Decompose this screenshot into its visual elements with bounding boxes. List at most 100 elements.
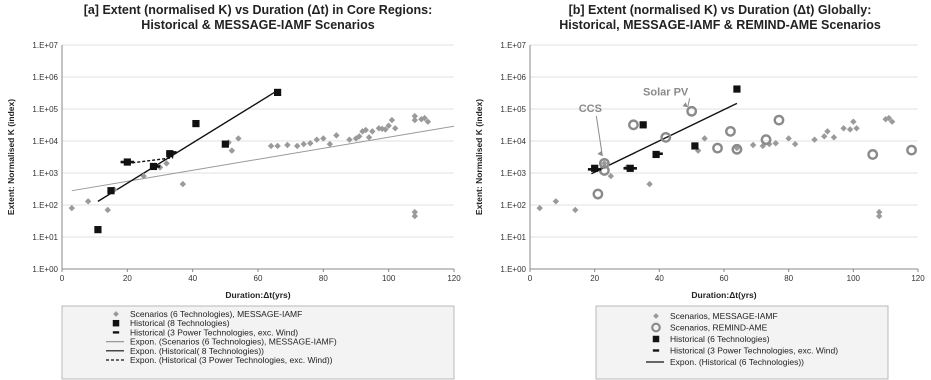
y-tick-label: 1.E+01 xyxy=(32,233,58,242)
data-point xyxy=(701,135,708,142)
data-point xyxy=(876,212,883,220)
legend-label: Expon. (Historical( 8 Technologies)) xyxy=(130,346,264,356)
legend-symbol xyxy=(112,319,120,327)
x-tick-label: 0 xyxy=(60,274,65,283)
legend-symbol xyxy=(652,349,660,352)
data-point xyxy=(830,134,838,141)
data-point xyxy=(192,119,200,128)
trend-line xyxy=(71,125,455,192)
data-point xyxy=(572,206,579,214)
y-tick-label: 1.E+03 xyxy=(500,169,526,178)
data-point xyxy=(760,134,772,146)
legend-label: Expon. (Historical (3 Power Technologies… xyxy=(130,355,333,365)
data-point xyxy=(607,172,615,180)
data-point xyxy=(850,118,857,125)
legend-item: Historical (3 Power Technologies, exc. W… xyxy=(112,327,298,337)
y-tick-label: 1.E+05 xyxy=(500,105,526,114)
data-point xyxy=(346,136,353,143)
y-tick-label: 1.E+04 xyxy=(32,137,58,146)
data-point xyxy=(284,141,291,149)
data-point xyxy=(320,135,327,142)
annotation-arrowhead xyxy=(597,151,603,157)
legend-symbol xyxy=(651,322,661,333)
data-point xyxy=(424,118,432,125)
data-point xyxy=(107,187,115,195)
data-point xyxy=(313,136,320,143)
data-point xyxy=(623,167,631,170)
y-tick-label: 1.E+00 xyxy=(32,265,58,274)
plot-area xyxy=(68,88,455,234)
data-point xyxy=(766,140,773,148)
data-point xyxy=(552,198,560,205)
plot-area xyxy=(536,85,917,220)
data-point xyxy=(235,135,242,142)
x-tick-label: 60 xyxy=(254,274,263,283)
legend-symbol xyxy=(112,331,120,334)
data-point xyxy=(660,131,672,143)
legend-box xyxy=(595,305,889,380)
legend-label: Expon. (Scenarios (6 Technologies), MESS… xyxy=(130,337,337,347)
legend-label: Historical (6 Technologies) xyxy=(670,334,770,344)
data-point xyxy=(169,151,177,154)
annotation-arrow xyxy=(687,98,691,108)
data-point xyxy=(629,167,637,170)
data-point xyxy=(876,208,883,216)
data-point xyxy=(686,105,698,117)
data-point xyxy=(598,157,610,169)
data-point xyxy=(885,114,893,122)
y-axis-label: Extent: Normalised K (index) xyxy=(6,99,16,215)
data-point xyxy=(646,180,653,188)
data-point xyxy=(362,126,369,134)
data-point xyxy=(773,114,785,126)
data-point xyxy=(221,140,229,148)
x-tick-label: 0 xyxy=(528,274,533,283)
data-point xyxy=(733,85,741,93)
trend-line xyxy=(127,157,174,165)
data-point xyxy=(94,226,102,234)
legend-label: Expon. (Historical (6 Technologies)) xyxy=(670,357,804,367)
x-tick-label: 40 xyxy=(188,274,197,283)
legend-label: Historical (8 Technologies) xyxy=(130,318,230,328)
data-point xyxy=(725,125,736,137)
data-point xyxy=(824,128,831,135)
x-tick-label: 80 xyxy=(319,274,328,283)
data-point xyxy=(411,212,418,220)
data-point xyxy=(365,134,373,141)
data-point xyxy=(694,147,702,154)
data-point xyxy=(68,204,75,212)
data-point xyxy=(628,119,639,131)
data-point xyxy=(333,132,340,139)
legend-item: Expon. (Historical (6 Technologies)) xyxy=(646,357,804,367)
x-tick-label: 80 xyxy=(784,274,793,283)
data-point xyxy=(179,180,187,188)
data-point xyxy=(388,116,396,124)
data-point xyxy=(153,165,161,168)
annotation-label: CCS xyxy=(579,103,602,115)
data-point xyxy=(846,126,854,133)
data-point xyxy=(127,160,135,164)
y-tick-label: 1.E+03 xyxy=(32,169,58,178)
legend-item: Historical (6 Technologies) xyxy=(652,334,770,344)
trend-line xyxy=(97,89,278,202)
data-series xyxy=(120,151,177,169)
x-tick-label: 120 xyxy=(911,274,925,283)
data-point xyxy=(267,142,275,150)
data-point xyxy=(140,172,147,180)
legend-item: Expon. (Historical (3 Power Technologies… xyxy=(106,355,333,365)
data-point xyxy=(356,133,363,140)
y-tick-label: 1.E+01 xyxy=(500,233,526,242)
legend-label: Historical (3 Power Technologies, exc. W… xyxy=(130,327,298,337)
trend-line xyxy=(591,102,738,175)
y-tick-label: 1.E+00 xyxy=(500,265,526,274)
data-point xyxy=(772,140,779,147)
x-axis-label: Duration:Δt(yrs) xyxy=(691,290,756,300)
data-point xyxy=(228,147,236,154)
data-series xyxy=(68,112,432,220)
data-series xyxy=(587,152,663,171)
legend-item: Scenarios, MESSAGE-IAMF xyxy=(653,311,778,321)
legend-item: Expon. (Historical( 8 Technologies)) xyxy=(106,346,264,356)
y-tick-label: 1.E+04 xyxy=(500,137,526,146)
legend-symbol xyxy=(113,311,119,317)
data-point xyxy=(791,140,799,148)
legend-box xyxy=(61,305,455,380)
